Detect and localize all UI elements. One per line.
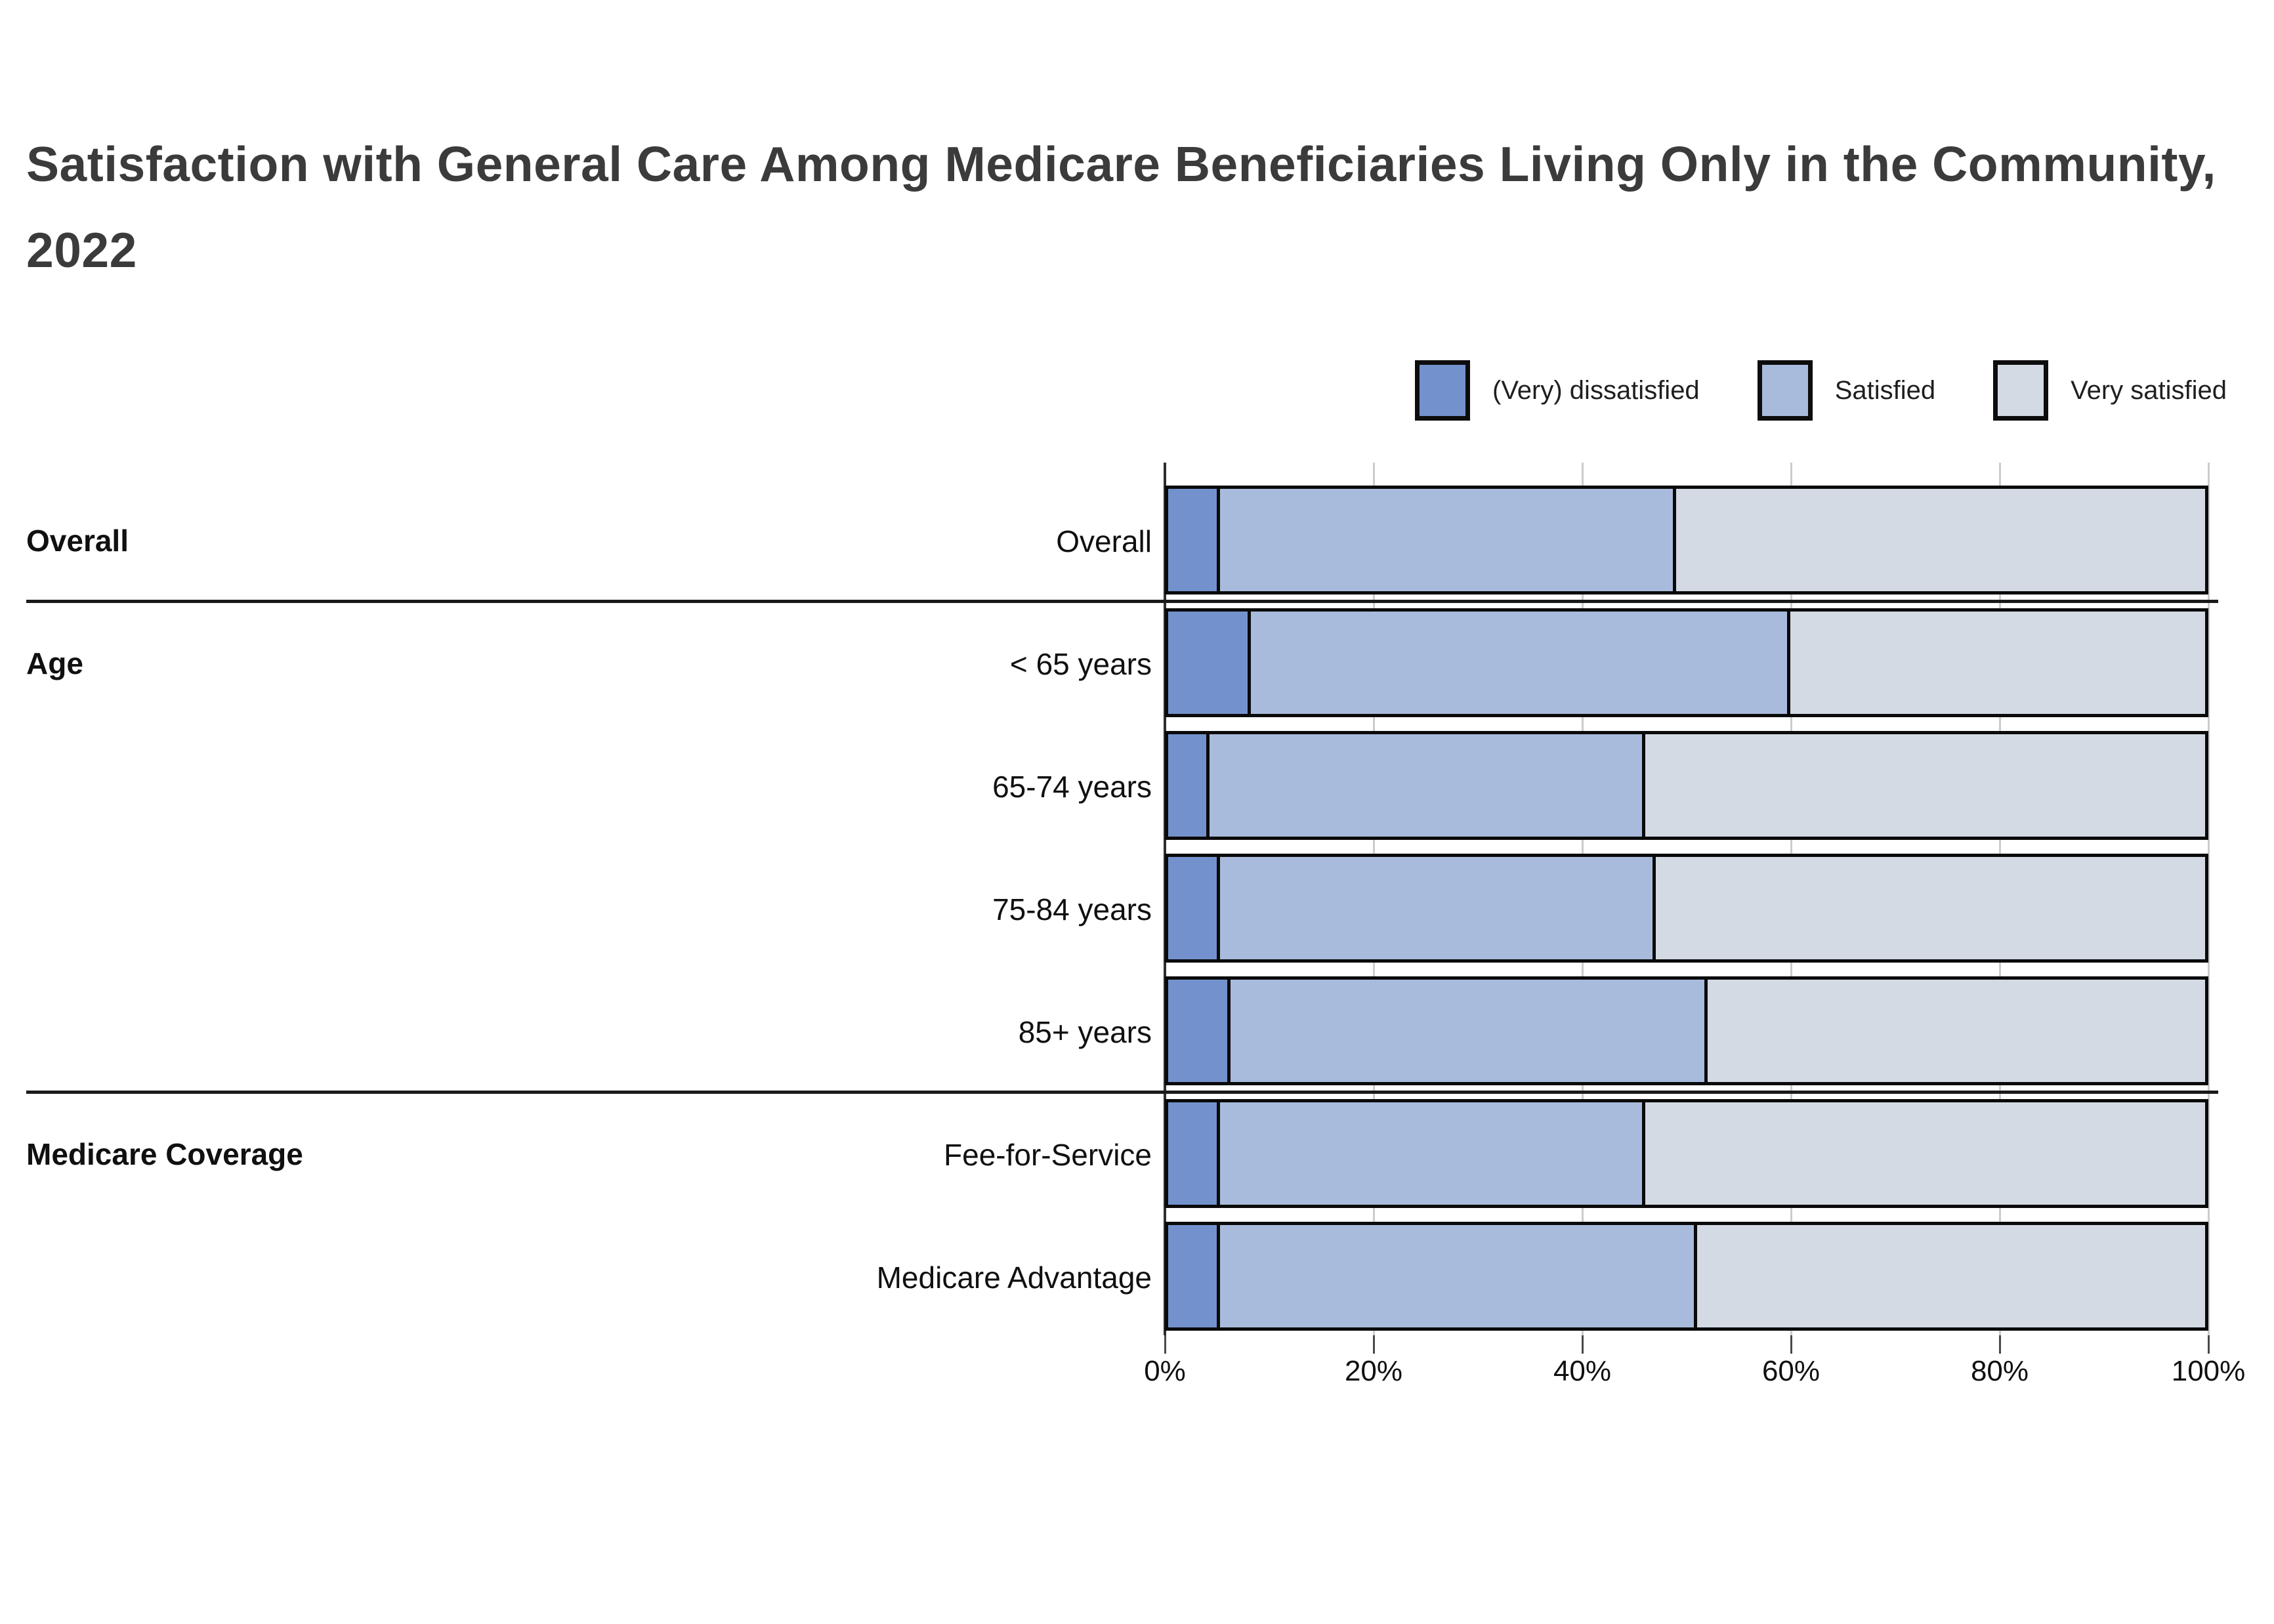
- group-label: Age: [26, 646, 83, 680]
- legend-item-satisfied: Satisfied: [1757, 360, 1936, 421]
- bar-row: [1165, 854, 2208, 963]
- tick-mark: [1164, 1335, 1166, 1354]
- bar-segment-very-satisfied: [1707, 980, 2205, 1082]
- tick-label: 40%: [1553, 1355, 1612, 1387]
- bar-segment-satisfied: [1251, 612, 1790, 714]
- tick-mark: [1790, 1335, 1792, 1354]
- row-label: Overall: [1056, 524, 1152, 558]
- bar-row: [1165, 731, 2208, 840]
- bar-segment-dissatisfied: [1168, 612, 1252, 714]
- bar-segment-dissatisfied: [1168, 980, 1231, 1082]
- row-label: 65-74 years: [992, 770, 1152, 804]
- bar-segment-very-satisfied: [1645, 1102, 2205, 1205]
- bar-segment-dissatisfied: [1168, 857, 1220, 959]
- tick-label: 80%: [1970, 1355, 2029, 1387]
- row-label: 85+ years: [1018, 1015, 1152, 1049]
- bar-segment-dissatisfied: [1168, 1225, 1220, 1327]
- legend-item-dissatisfied: (Very) dissatisfied: [1415, 360, 1700, 421]
- bar-segment-satisfied: [1220, 489, 1677, 591]
- bar-row: [1165, 976, 2208, 1085]
- group-divider: [26, 600, 2218, 603]
- tick-mark: [1372, 1335, 1375, 1354]
- row-label: 75-84 years: [992, 892, 1152, 927]
- tick-mark: [2207, 1335, 2210, 1354]
- bar-row: [1165, 1222, 2208, 1331]
- bar-segment-satisfied: [1210, 734, 1645, 837]
- legend-swatch-dissatisfied: [1415, 360, 1471, 421]
- bar-segment-very-satisfied: [1790, 612, 2205, 714]
- tick-label: 100%: [2171, 1355, 2246, 1387]
- tick-mark: [1998, 1335, 2001, 1354]
- group-label: Medicare Coverage: [26, 1137, 303, 1171]
- legend-label-satisfied: Satisfied: [1834, 375, 1936, 405]
- bar-segment-satisfied: [1220, 1102, 1645, 1205]
- tick-mark: [1581, 1335, 1584, 1354]
- legend-item-very-satisfied: Very satisfied: [1993, 360, 2227, 421]
- bar-segment-very-satisfied: [1655, 857, 2205, 959]
- legend-swatch-satisfied: [1757, 360, 1813, 421]
- row-label: Fee-for-Service: [944, 1138, 1152, 1172]
- legend-label-dissatisfied: (Very) dissatisfied: [1492, 375, 1700, 405]
- row-label: Medicare Advantage: [876, 1260, 1152, 1295]
- bar-segment-very-satisfied: [1645, 734, 2205, 837]
- group-label: Overall: [26, 524, 129, 558]
- tick-label: 20%: [1344, 1355, 1403, 1387]
- bar-segment-satisfied: [1220, 857, 1656, 959]
- legend-label-very-satisfied: Very satisfied: [2071, 375, 2227, 405]
- bar-segment-very-satisfied: [1676, 489, 2205, 591]
- bar-segment-satisfied: [1230, 980, 1708, 1082]
- tick-label: 0%: [1144, 1355, 1186, 1387]
- bar-segment-satisfied: [1220, 1225, 1697, 1327]
- bar-segment-very-satisfied: [1696, 1225, 2205, 1327]
- bar-row: [1165, 486, 2208, 594]
- group-divider: [26, 1091, 2218, 1094]
- bar-row: [1165, 608, 2208, 717]
- tick-label: 60%: [1761, 1355, 1821, 1387]
- legend-swatch-very-satisfied: [1993, 360, 2049, 421]
- chart-title: Satisfaction with General Care Among Med…: [26, 136, 2216, 278]
- legend: (Very) dissatisfied Satisfied Very satis…: [1415, 358, 2227, 423]
- bar-segment-dissatisfied: [1168, 1102, 1220, 1205]
- gridline: [2207, 463, 2210, 1335]
- bar-segment-dissatisfied: [1168, 489, 1220, 591]
- bar-row: [1165, 1099, 2208, 1208]
- bar-segment-dissatisfied: [1168, 734, 1210, 837]
- row-label: < 65 years: [1009, 647, 1152, 681]
